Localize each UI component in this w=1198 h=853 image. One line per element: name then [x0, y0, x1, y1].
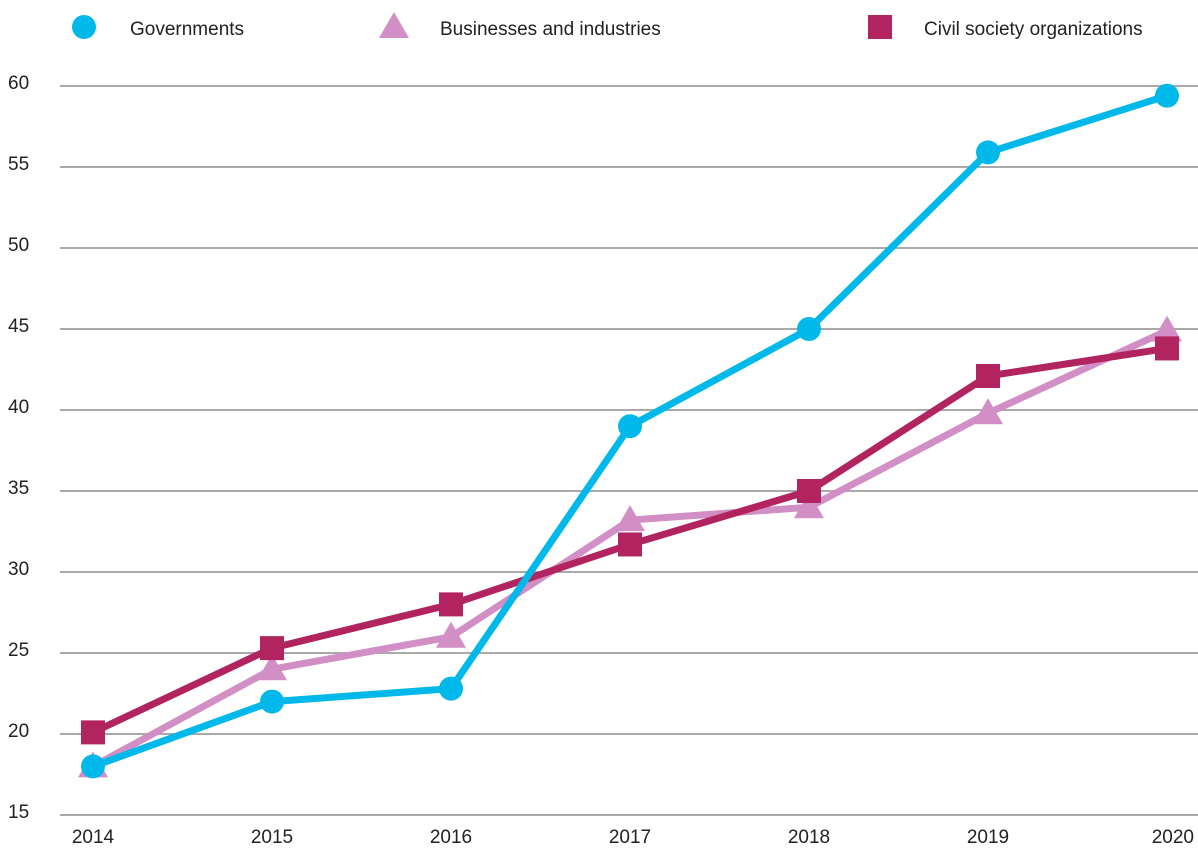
- x-tick-label: 2017: [609, 827, 651, 848]
- y-tick-label: 50: [8, 235, 29, 256]
- data-point: [260, 689, 284, 714]
- y-tick-label: 35: [8, 478, 29, 499]
- data-point: [439, 592, 463, 617]
- legend-marker: [868, 15, 892, 39]
- y-tick-label: 40: [8, 397, 29, 418]
- data-point: [1155, 83, 1179, 108]
- data-point: [81, 754, 105, 779]
- data-point: [797, 317, 821, 341]
- data-point: [976, 140, 1000, 165]
- data-point: [436, 621, 466, 648]
- x-tick-label: 2020: [1152, 827, 1194, 848]
- data-point: [976, 363, 1000, 388]
- data-point: [1152, 315, 1182, 342]
- y-tick-label: 25: [8, 640, 29, 661]
- data-point: [794, 492, 824, 519]
- y-tick-label: 60: [8, 73, 29, 94]
- x-tick-label: 2016: [430, 827, 472, 848]
- x-tick-label: 2018: [788, 827, 830, 848]
- legend-marker: [379, 12, 409, 38]
- data-point: [439, 676, 463, 701]
- y-tick-label: 45: [8, 316, 29, 337]
- x-tick-label: 2015: [251, 827, 293, 848]
- legend-label: Governments: [130, 19, 244, 40]
- data-point: [615, 505, 645, 532]
- data-point: [81, 720, 105, 745]
- data-point: [973, 398, 1003, 425]
- legend-label: Businesses and industries: [440, 19, 661, 40]
- y-tick-label: 15: [8, 802, 29, 823]
- legend-marker: [72, 15, 96, 39]
- y-tick-label: 30: [8, 559, 29, 580]
- x-tick-label: 2014: [72, 827, 115, 848]
- data-point: [618, 414, 642, 439]
- x-tick-label: 2019: [967, 827, 1009, 848]
- data-point: [1155, 336, 1179, 361]
- data-point: [797, 479, 821, 503]
- y-tick-label: 20: [8, 721, 29, 742]
- legend-label: Civil society organizations: [924, 19, 1143, 40]
- data-point: [260, 636, 284, 661]
- data-point: [257, 654, 287, 681]
- y-tick-label: 55: [8, 154, 29, 175]
- data-point: [618, 532, 642, 557]
